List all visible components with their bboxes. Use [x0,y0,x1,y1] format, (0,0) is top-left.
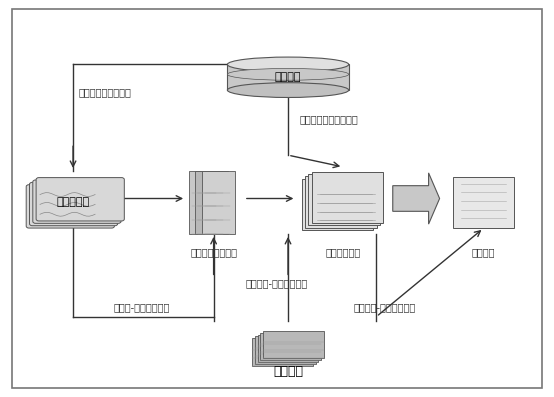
Text: 评价分量指标模型: 评价分量指标模型 [190,247,237,257]
Text: 检修策略: 检修策略 [472,247,495,257]
Text: 包含多个状态量模型: 包含多个状态量模型 [79,87,131,97]
Text: 包含多个状态评价模型: 包含多个状态评价模型 [299,115,358,125]
Ellipse shape [227,83,348,98]
Text: 状态评价模型: 状态评价模型 [326,247,361,257]
Bar [302,179,373,230]
Text: 状态量-评价分量算法: 状态量-评价分量算法 [114,302,170,312]
Bar [227,64,348,90]
Bar [453,177,514,228]
Ellipse shape [227,68,348,80]
FancyBboxPatch shape [33,180,121,224]
Bar [309,174,380,225]
Bar [202,171,235,234]
Bar [260,333,321,360]
Bar [312,172,383,223]
FancyBboxPatch shape [36,177,124,221]
Bar [263,331,324,358]
Bar [252,339,313,366]
Text: 设备模型: 设备模型 [275,73,301,83]
Bar [258,335,319,362]
Text: 评价结果-检修策略算法: 评价结果-检修策略算法 [353,302,416,312]
Text: 状态量模型: 状态量模型 [57,197,90,208]
FancyBboxPatch shape [26,185,114,228]
Text: 算法模型: 算法模型 [273,366,303,378]
Bar [196,171,228,234]
Bar [255,337,316,364]
Polygon shape [393,173,440,224]
Text: 评价分量-评价结果算法: 评价分量-评价结果算法 [246,278,308,288]
Ellipse shape [227,57,348,72]
FancyBboxPatch shape [29,182,117,226]
Bar [189,171,222,234]
Bar [305,176,377,227]
